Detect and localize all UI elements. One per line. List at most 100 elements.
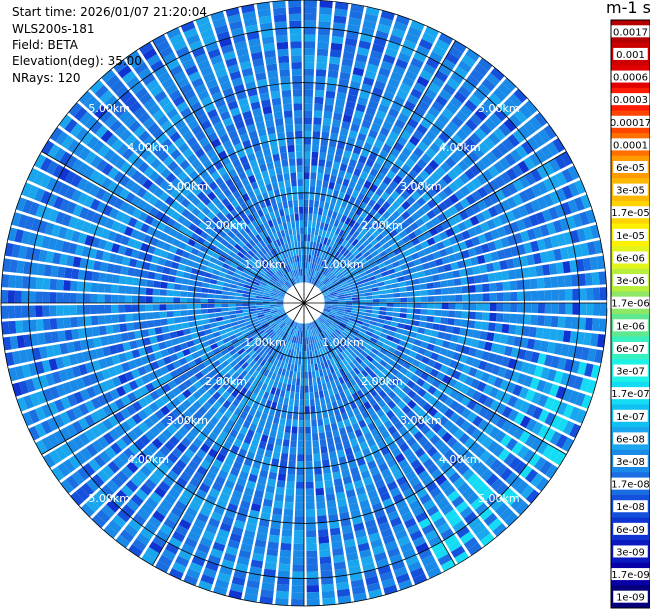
ray-cell [426, 209, 437, 220]
ray-cell [46, 193, 58, 207]
ray-cell [553, 342, 563, 355]
ray-cell [358, 463, 369, 473]
ray-cell [216, 211, 225, 221]
ray-cell [346, 136, 356, 146]
ray-cell [250, 286, 259, 291]
ray-cell [131, 304, 139, 313]
ray-cell [116, 143, 129, 156]
ray-cell [352, 249, 360, 257]
ray-cell [289, 165, 296, 173]
ray-cell [515, 145, 528, 159]
ray-cell [90, 293, 98, 303]
ray-cell [537, 315, 545, 326]
ray-cell [372, 291, 380, 296]
ray-cell [379, 266, 388, 273]
ray-cell [317, 383, 323, 392]
ray-cell [370, 317, 379, 322]
ray-cell [41, 359, 52, 373]
ray-cell [357, 380, 365, 390]
ray-cell [64, 118, 78, 133]
ray-cell [248, 339, 256, 347]
ray-cell [451, 495, 465, 508]
ray-cell [591, 272, 600, 286]
ray-cell [316, 348, 322, 357]
ray-cell [513, 426, 525, 440]
ray-cell [279, 549, 292, 558]
ray-cell [428, 535, 442, 548]
ray-cell [128, 380, 139, 391]
ray-cell [368, 532, 381, 542]
ray-cell [343, 249, 350, 257]
ray-cell [364, 222, 373, 231]
ray-cell [271, 182, 279, 190]
ray-cell [278, 55, 290, 64]
ray-cell [393, 363, 403, 371]
ray-cell [344, 309, 352, 313]
ray-cell [346, 395, 355, 404]
ray-cell [365, 483, 376, 493]
ray-cell [437, 113, 450, 126]
ray-cell [295, 336, 299, 344]
ray-cell [298, 350, 302, 359]
ray-cell [455, 362, 465, 372]
ray-cell [286, 363, 292, 371]
ray-cell [348, 17, 362, 27]
ray-cell [454, 66, 468, 79]
ray-cell [426, 566, 442, 579]
ray-cell [77, 192, 89, 205]
ray-cell [315, 271, 320, 279]
ray-cell [291, 426, 298, 434]
ray-cell [62, 381, 73, 395]
ray-cell [328, 314, 336, 319]
ray-cell [400, 106, 413, 118]
ray-cell [449, 400, 460, 411]
ray-cell [345, 305, 353, 308]
ray-cell [304, 241, 307, 248]
ray-cell [503, 98, 518, 113]
ray-cell [402, 235, 411, 244]
ray-cell [91, 439, 104, 453]
ray-cell [149, 237, 159, 247]
ray-cell [316, 272, 321, 280]
ray-cell [139, 321, 148, 329]
ray-cell [178, 357, 188, 366]
ray-cell [40, 157, 53, 172]
ray-cell [41, 404, 53, 418]
ray-cell [555, 188, 567, 202]
ray-cell [273, 264, 280, 271]
ray-cell [273, 416, 280, 425]
ray-cell [465, 181, 477, 193]
ray-cell [374, 355, 382, 363]
ray-cell [263, 294, 271, 298]
ray-cell [267, 370, 274, 379]
ray-cell [454, 147, 467, 159]
ray-cell [265, 346, 272, 354]
ray-cell [297, 323, 300, 330]
ray-cell [280, 230, 286, 238]
ray-cell [101, 163, 114, 176]
ray-cell [242, 297, 250, 301]
ray-cell [320, 258, 326, 267]
ray-cell [271, 289, 279, 294]
ray-cell [274, 210, 281, 218]
ray-cell [291, 263, 295, 271]
ray-cell [196, 448, 207, 459]
ray-cell [332, 547, 344, 557]
ray-cell [39, 346, 49, 359]
ray-cell [329, 275, 336, 282]
ray-cell [337, 325, 345, 331]
ray-cell [272, 342, 278, 350]
ray-cell [343, 290, 352, 295]
ray-cell [459, 197, 471, 209]
ray-cell [348, 87, 360, 97]
ray-cell [429, 244, 439, 253]
ray-cell [482, 303, 490, 311]
ray-cell [225, 123, 236, 134]
ray-cell [361, 386, 369, 395]
ray-cell [494, 189, 506, 202]
ray-cell [225, 274, 234, 280]
ray-cell [424, 560, 439, 573]
ray-cell [114, 105, 128, 118]
ray-cell [304, 220, 308, 228]
ray-cell [222, 117, 234, 127]
